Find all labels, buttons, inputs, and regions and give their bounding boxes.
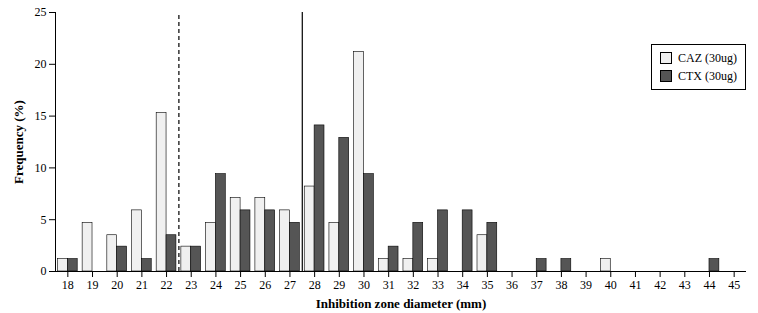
svg-text:18: 18 xyxy=(62,278,74,292)
svg-text:20: 20 xyxy=(35,57,47,71)
svg-text:38: 38 xyxy=(555,278,567,292)
svg-text:32: 32 xyxy=(407,278,419,292)
svg-text:28: 28 xyxy=(309,278,321,292)
svg-text:29: 29 xyxy=(333,278,345,292)
svg-text:27: 27 xyxy=(284,278,296,292)
svg-text:44: 44 xyxy=(703,278,715,292)
svg-text:19: 19 xyxy=(87,278,99,292)
svg-text:36: 36 xyxy=(506,278,518,292)
svg-text:20: 20 xyxy=(111,278,123,292)
svg-text:10: 10 xyxy=(35,161,47,175)
svg-text:23: 23 xyxy=(185,278,197,292)
svg-text:43: 43 xyxy=(679,278,691,292)
svg-text:22: 22 xyxy=(161,278,173,292)
svg-text:35: 35 xyxy=(481,278,493,292)
svg-text:25: 25 xyxy=(35,5,47,19)
svg-text:5: 5 xyxy=(41,213,47,227)
svg-text:31: 31 xyxy=(383,278,395,292)
svg-text:15: 15 xyxy=(35,109,47,123)
svg-text:24: 24 xyxy=(210,278,222,292)
svg-text:37: 37 xyxy=(531,278,543,292)
svg-text:26: 26 xyxy=(259,278,271,292)
html-text:CTX (30ug): CTX (30ug) xyxy=(678,69,737,83)
svg-text:Inhibition zone diameter (mm): Inhibition zone diameter (mm) xyxy=(316,296,487,311)
svg-text:25: 25 xyxy=(235,278,247,292)
html-text:CAZ (30ug): CAZ (30ug) xyxy=(678,51,737,65)
svg-text:21: 21 xyxy=(136,278,148,292)
svg-text:45: 45 xyxy=(728,278,740,292)
svg-text:Frequency (%): Frequency (%) xyxy=(11,100,26,184)
svg-text:42: 42 xyxy=(654,278,666,292)
svg-text:39: 39 xyxy=(580,278,592,292)
svg-text:34: 34 xyxy=(457,278,469,292)
svg-text:0: 0 xyxy=(41,264,47,278)
svg-text:30: 30 xyxy=(358,278,370,292)
svg-text:41: 41 xyxy=(629,278,641,292)
svg-text:33: 33 xyxy=(432,278,444,292)
svg-text:40: 40 xyxy=(605,278,617,292)
